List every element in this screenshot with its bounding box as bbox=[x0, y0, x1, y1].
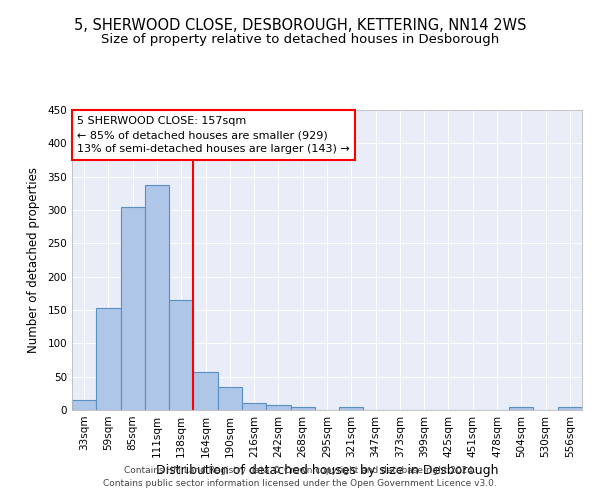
Text: Contains HM Land Registry data © Crown copyright and database right 2024.
Contai: Contains HM Land Registry data © Crown c… bbox=[103, 466, 497, 487]
Bar bbox=[145, 184, 169, 410]
Bar bbox=[169, 300, 193, 410]
Bar bbox=[218, 386, 242, 410]
Bar bbox=[266, 406, 290, 410]
Bar bbox=[290, 406, 315, 410]
Bar bbox=[339, 406, 364, 410]
Y-axis label: Number of detached properties: Number of detached properties bbox=[28, 167, 40, 353]
Bar bbox=[193, 372, 218, 410]
Bar bbox=[121, 206, 145, 410]
Bar bbox=[509, 406, 533, 410]
Text: Size of property relative to detached houses in Desborough: Size of property relative to detached ho… bbox=[101, 32, 499, 46]
Bar bbox=[72, 400, 96, 410]
Bar bbox=[558, 406, 582, 410]
Text: 5 SHERWOOD CLOSE: 157sqm
← 85% of detached houses are smaller (929)
13% of semi-: 5 SHERWOOD CLOSE: 157sqm ← 85% of detach… bbox=[77, 116, 350, 154]
Text: 5, SHERWOOD CLOSE, DESBOROUGH, KETTERING, NN14 2WS: 5, SHERWOOD CLOSE, DESBOROUGH, KETTERING… bbox=[74, 18, 526, 32]
Bar bbox=[242, 404, 266, 410]
Bar bbox=[96, 308, 121, 410]
X-axis label: Distribution of detached houses by size in Desborough: Distribution of detached houses by size … bbox=[156, 464, 498, 477]
